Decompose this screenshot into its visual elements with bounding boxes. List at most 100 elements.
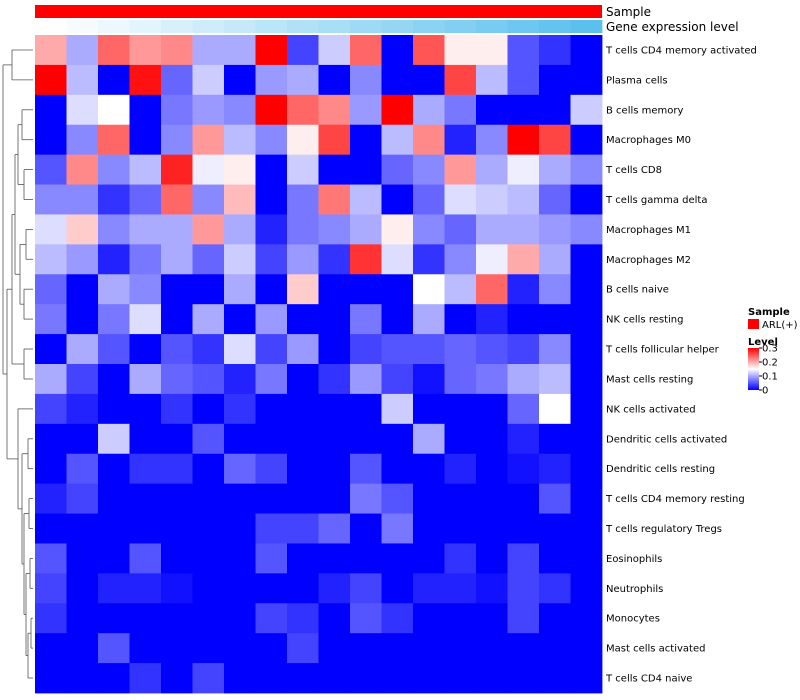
heatmap-cell (35, 64, 67, 96)
heatmap-cell (381, 274, 414, 305)
heatmap-cell (255, 603, 288, 634)
heatmap-cell (224, 214, 256, 245)
heatmap-cell (318, 483, 351, 514)
heatmap-cell (66, 423, 99, 455)
heatmap-cell (35, 184, 67, 215)
heatmap-cell (318, 663, 351, 694)
heatmap-cell (350, 663, 382, 694)
heatmap-cell (570, 603, 603, 634)
heatmap-cell (539, 393, 571, 425)
heatmap-cell (255, 663, 288, 694)
heatmap-cell (129, 154, 162, 185)
heatmap-cell (539, 214, 571, 245)
heatmap-cell (507, 453, 540, 485)
heatmap-cell (255, 184, 288, 215)
heatmap-cell (444, 184, 477, 215)
heatmap-cell (444, 154, 477, 185)
heatmap-cell (129, 274, 162, 305)
heatmap-cell (507, 573, 540, 604)
row-label: T cells CD4 memory resting (605, 494, 745, 505)
heatmap-cell (287, 364, 319, 395)
heatmap-cell (255, 304, 288, 335)
row-label: Macrophages M1 (606, 225, 691, 236)
heatmap-cell (255, 124, 288, 156)
heatmap-cell (161, 633, 193, 664)
heatmap-cell (287, 244, 319, 275)
expression-annotation-cell (287, 20, 319, 33)
expression-annotation-cell (318, 20, 351, 33)
heatmap-cell (161, 483, 193, 514)
heatmap-cell (224, 663, 256, 694)
heatmap-cell (570, 304, 603, 335)
heatmap-cell (224, 393, 256, 425)
row-label: T cells regulatory Tregs (605, 524, 722, 535)
heatmap-cell (413, 214, 445, 245)
heatmap-cell (476, 154, 508, 185)
heatmap-cell (255, 633, 288, 664)
expression-annotation-cell (539, 20, 571, 33)
heatmap-cell (318, 573, 351, 604)
heatmap-cell (35, 543, 67, 574)
heatmap-cell (161, 94, 193, 126)
heatmap-cell (444, 513, 477, 544)
heatmap-cell (381, 663, 414, 694)
row-label: Macrophages M0 (606, 135, 691, 146)
heatmap-cell (66, 393, 99, 425)
heatmap-cell (444, 64, 477, 96)
heatmap-cell (539, 244, 571, 275)
heatmap-cell (98, 94, 130, 126)
expression-annotation-cell (413, 20, 445, 33)
legend-tick-label: 0.1 (762, 372, 778, 383)
heatmap-cell (539, 423, 571, 455)
heatmap-cell (318, 184, 351, 215)
heatmap-cell (224, 603, 256, 634)
heatmap-cell (570, 663, 603, 694)
heatmap-cell (224, 423, 256, 455)
heatmap-cell (66, 513, 99, 544)
heatmap-cell (413, 663, 445, 694)
heatmap-cell (287, 453, 319, 485)
heatmap-cell (224, 64, 256, 96)
heatmap-cells (35, 35, 603, 694)
heatmap-cell (66, 274, 99, 305)
heatmap-cell (161, 64, 193, 96)
heatmap-cell (129, 64, 162, 96)
heatmap-cell (161, 573, 193, 604)
heatmap-cell (318, 543, 351, 574)
heatmap-cell (35, 603, 67, 634)
heatmap-cell (66, 214, 99, 245)
heatmap-cell (192, 453, 225, 485)
heatmap-cell (129, 543, 162, 574)
heatmap-cell (381, 94, 414, 126)
heatmap-cell (287, 184, 319, 215)
heatmap-cell (413, 35, 445, 66)
heatmap-cell (98, 573, 130, 604)
row-label: Macrophages M2 (606, 255, 691, 266)
heatmap-cell (287, 573, 319, 604)
heatmap-cell (192, 184, 225, 215)
heatmap-cell (381, 304, 414, 335)
heatmap-cell (570, 184, 603, 215)
heatmap-cell (476, 543, 508, 574)
heatmap-cell (98, 274, 130, 305)
expression-annotation-cell (255, 20, 288, 33)
heatmap-cell (35, 513, 67, 544)
heatmap-cell (66, 124, 99, 156)
heatmap-cell (444, 483, 477, 514)
heatmap-cell (287, 124, 319, 156)
heatmap-cell (255, 154, 288, 185)
heatmap-cell (570, 483, 603, 514)
heatmap-cell (507, 274, 540, 305)
heatmap-cell (476, 244, 508, 275)
row-label: Plasma cells (606, 75, 668, 86)
heatmap-cell (413, 453, 445, 485)
heatmap-cell (381, 603, 414, 634)
heatmap-cell (476, 423, 508, 455)
heatmap-cell (350, 483, 382, 514)
row-label: NK cells resting (606, 315, 683, 326)
row-label: T cells CD8 (605, 165, 662, 176)
heatmap-cell (98, 633, 130, 664)
heatmap-cell (539, 543, 571, 574)
row-label: Neutrophils (606, 584, 663, 595)
